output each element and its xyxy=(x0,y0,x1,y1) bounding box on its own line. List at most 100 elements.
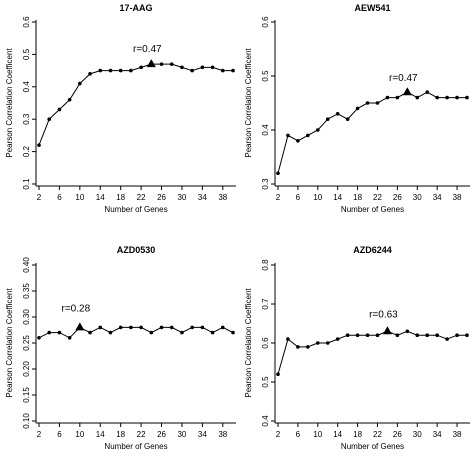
y-tick-label: 0.4 xyxy=(261,124,270,136)
data-point xyxy=(180,65,184,70)
data-point xyxy=(47,117,52,121)
y-tick-label: 0.25 xyxy=(22,335,31,351)
data-point xyxy=(296,139,300,143)
data-point xyxy=(190,68,194,73)
x-tick-label: 18 xyxy=(116,430,125,439)
data-point xyxy=(306,133,310,138)
x-axis-label: Number of Genes xyxy=(341,442,404,451)
data-point xyxy=(108,68,113,73)
peak-marker xyxy=(382,326,392,335)
y-tick-label: 0.6 xyxy=(261,16,270,28)
data-point xyxy=(108,330,113,335)
data-point xyxy=(276,171,280,175)
data-point xyxy=(220,325,225,330)
data-point xyxy=(306,345,310,349)
x-tick-label: 10 xyxy=(75,430,84,439)
y-tick-label: 0.5 xyxy=(22,48,31,60)
x-axis-label: Number of Genes xyxy=(104,442,167,451)
x-tick-label: 38 xyxy=(453,193,462,202)
data-point xyxy=(455,95,459,100)
peak-marker xyxy=(75,322,85,331)
series-line xyxy=(38,326,234,339)
data-point xyxy=(365,101,370,105)
chart-title: AEW541 xyxy=(354,3,390,13)
peak-annotation: r=0.47 xyxy=(133,44,162,55)
x-tick-label: 2 xyxy=(37,193,42,202)
x-tick-label: 6 xyxy=(57,193,62,202)
data-point xyxy=(375,101,380,105)
x-tick-label: 26 xyxy=(393,193,402,202)
data-point xyxy=(415,333,420,338)
data-point xyxy=(37,336,41,340)
data-point xyxy=(139,325,143,330)
data-point xyxy=(365,333,370,338)
x-tick-label: 2 xyxy=(37,430,42,439)
data-point xyxy=(47,330,52,335)
series-line xyxy=(38,63,233,146)
x-tick-label: 34 xyxy=(433,430,442,439)
data-point xyxy=(67,336,72,340)
y-axis-label: Pearson Correlation Coefficent xyxy=(244,288,253,398)
y-tick-label: 0.6 xyxy=(22,16,31,28)
data-point xyxy=(78,81,82,86)
y-axis-label: Pearson Correlation Coefficent xyxy=(5,48,14,158)
data-point xyxy=(169,325,174,330)
data-point xyxy=(57,107,62,112)
data-point xyxy=(395,95,400,100)
chart-title: AZD6244 xyxy=(353,245,392,255)
data-point xyxy=(220,68,225,73)
data-point xyxy=(335,337,340,341)
x-tick-label: 30 xyxy=(177,430,186,439)
y-tick-label: 0.3 xyxy=(261,178,270,190)
x-tick-label: 14 xyxy=(96,193,105,202)
data-point xyxy=(425,90,430,94)
x-tick-label: 22 xyxy=(137,430,146,439)
series-line xyxy=(277,330,467,375)
data-point xyxy=(98,68,103,73)
data-point xyxy=(435,95,439,100)
peak-annotation: r=0.63 xyxy=(369,309,398,320)
chart-title: 17-AAG xyxy=(119,3,152,13)
x-tick-label: 14 xyxy=(333,193,342,202)
data-point xyxy=(200,65,205,70)
y-axis-label: Pearson Correlation Coefficent xyxy=(5,288,14,398)
data-point xyxy=(315,341,320,345)
data-point xyxy=(325,341,330,345)
y-tick-label: 0.8 xyxy=(261,259,270,271)
data-point xyxy=(88,72,92,76)
x-tick-label: 2 xyxy=(276,193,281,202)
data-point xyxy=(455,333,459,338)
x-tick-label: 38 xyxy=(218,193,227,202)
data-point xyxy=(325,117,330,121)
data-point xyxy=(139,65,143,70)
x-tick-label: 30 xyxy=(413,193,422,202)
x-tick-label: 6 xyxy=(296,193,301,202)
y-tick-label: 0.35 xyxy=(22,283,31,299)
data-point xyxy=(435,333,439,338)
data-point xyxy=(159,325,164,330)
y-tick-label: 0.7 xyxy=(261,298,270,310)
data-point xyxy=(425,333,430,338)
x-tick-label: 34 xyxy=(198,193,207,202)
peak-annotation: r=0.47 xyxy=(389,73,418,84)
peak-marker xyxy=(146,59,156,68)
x-tick-label: 10 xyxy=(75,193,84,202)
x-tick-label: 18 xyxy=(116,193,125,202)
x-tick-label: 10 xyxy=(313,193,322,202)
x-tick-label: 26 xyxy=(157,193,166,202)
x-tick-label: 26 xyxy=(157,430,166,439)
x-axis-label: Number of Genes xyxy=(341,205,404,214)
data-point xyxy=(231,330,235,335)
data-point xyxy=(169,62,174,66)
y-tick-label: 0.6 xyxy=(261,337,270,349)
data-point xyxy=(129,325,133,330)
x-tick-label: 10 xyxy=(313,430,322,439)
x-tick-label: 2 xyxy=(276,430,281,439)
data-point xyxy=(355,333,360,338)
y-tick-label: 0.15 xyxy=(22,387,31,403)
x-tick-label: 22 xyxy=(373,193,382,202)
x-tick-label: 34 xyxy=(433,193,442,202)
